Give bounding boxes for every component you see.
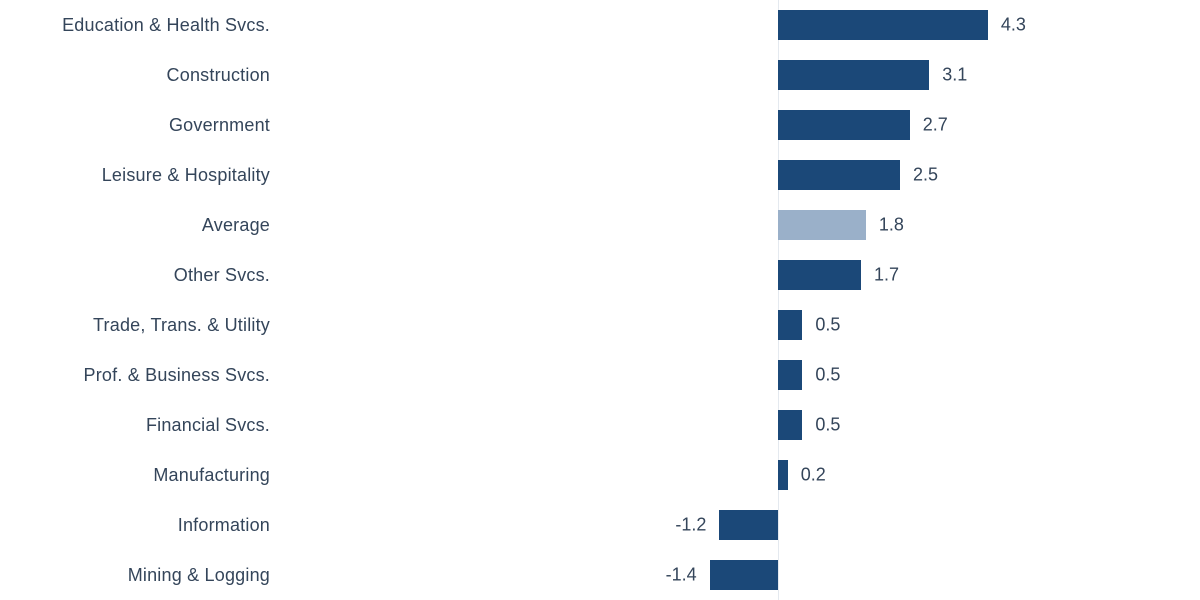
bar-row: Average 1.8	[0, 200, 1200, 250]
category-label: Average	[201, 214, 270, 235]
value-label: 2.5	[913, 164, 939, 185]
category-label: Trade, Trans. & Utility	[93, 314, 270, 335]
bar	[709, 560, 778, 590]
plot-area: 0.2	[270, 450, 1200, 500]
plot-area: 0.5	[270, 350, 1200, 400]
bar	[778, 10, 988, 40]
bar-row: Other Svcs. 1.7	[0, 250, 1200, 300]
bar	[778, 160, 900, 190]
bar-row: Information -1.2	[0, 500, 1200, 550]
plot-area: 4.3	[270, 0, 1200, 50]
plot-area: 1.8	[270, 200, 1200, 250]
value-label: -1.4	[665, 564, 697, 585]
category-label: Mining & Logging	[127, 564, 270, 585]
category-label: Construction	[166, 64, 270, 85]
plot-area: 1.7	[270, 250, 1200, 300]
plot-area: 0.5	[270, 300, 1200, 350]
category-label: Information	[177, 514, 270, 535]
plot-area: -1.2	[270, 500, 1200, 550]
category-label: Manufacturing	[153, 464, 270, 485]
value-label: 4.3	[1000, 14, 1026, 35]
value-label: -1.2	[675, 514, 707, 535]
plot-area: 3.1	[270, 50, 1200, 100]
bar	[778, 360, 803, 390]
value-label: 0.5	[815, 414, 841, 435]
bar	[719, 510, 778, 540]
category-label: Other Svcs.	[173, 264, 270, 285]
value-label: 0.2	[800, 464, 826, 485]
bar	[778, 410, 803, 440]
bar-row: Prof. & Business Svcs. 0.5	[0, 350, 1200, 400]
bar	[778, 260, 861, 290]
bar	[778, 60, 930, 90]
plot-area: 2.5	[270, 150, 1200, 200]
plot-area: -1.4	[270, 550, 1200, 600]
category-label: Government	[168, 114, 270, 135]
plot-area: 0.5	[270, 400, 1200, 450]
bar	[778, 210, 866, 240]
value-label: 1.8	[878, 214, 904, 235]
bar-row: Financial Svcs. 0.5	[0, 400, 1200, 450]
value-label: 0.5	[815, 314, 841, 335]
bar-row: Leisure & Hospitality 2.5	[0, 150, 1200, 200]
plot-area: 2.7	[270, 100, 1200, 150]
zero-axis-line	[778, 0, 779, 600]
bar-row: Manufacturing 0.2	[0, 450, 1200, 500]
category-label: Leisure & Hospitality	[101, 164, 270, 185]
bar-row: Construction 3.1	[0, 50, 1200, 100]
bar	[778, 110, 910, 140]
bar-row: Mining & Logging -1.4	[0, 550, 1200, 600]
category-label: Prof. & Business Svcs.	[83, 364, 270, 385]
value-label: 2.7	[922, 114, 948, 135]
category-label: Education & Health Svcs.	[62, 14, 270, 35]
bar	[778, 310, 803, 340]
bar-row: Government 2.7	[0, 100, 1200, 150]
bar	[778, 460, 788, 490]
value-label: 3.1	[942, 64, 968, 85]
value-label: 1.7	[873, 264, 899, 285]
category-label: Financial Svcs.	[145, 414, 270, 435]
value-label: 0.5	[815, 364, 841, 385]
bar-row: Education & Health Svcs. 4.3	[0, 0, 1200, 50]
bar-row: Trade, Trans. & Utility 0.5	[0, 300, 1200, 350]
